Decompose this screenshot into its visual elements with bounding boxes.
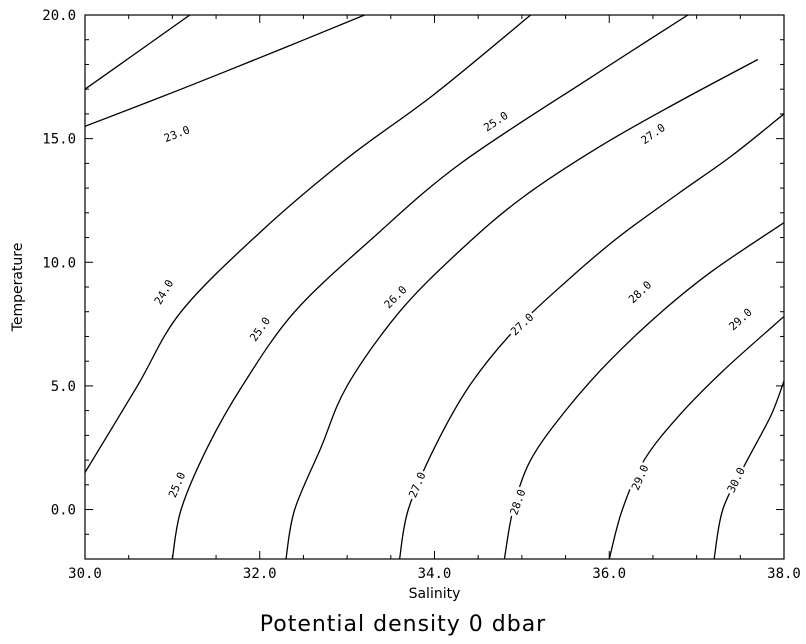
y-tick-label: 15.0: [42, 132, 76, 148]
contour-label-bg: [164, 468, 189, 501]
contour-label-group: 27.0: [404, 468, 429, 501]
contour-line-28.0: [503, 222, 784, 559]
contour-label-bg: [479, 107, 512, 135]
contour-label-bg: [723, 463, 748, 497]
contour-label-bg: [160, 121, 193, 145]
x-tick-label: 36.0: [592, 566, 626, 582]
y-tick-label: 10.0: [42, 255, 76, 271]
contour-line-24.0: [85, 15, 532, 473]
contour-label-bg: [245, 312, 274, 345]
contour-label-bg: [627, 460, 652, 494]
contour-label-bg: [724, 303, 756, 334]
contour-label-group: 29.0: [724, 303, 756, 334]
contour-line-30.0: [713, 380, 784, 559]
contour-label-bg: [506, 308, 537, 339]
contour-line-23.0: [85, 15, 365, 127]
x-tick-label: 38.0: [767, 566, 801, 582]
x-tick-label: 34.0: [418, 566, 452, 582]
contour-label-bg: [636, 119, 669, 148]
contour-label-group: 26.0: [379, 281, 411, 312]
contour-label: 27.0: [406, 470, 428, 499]
contour-line-29.0: [608, 316, 784, 559]
contour-label-group: 27.0: [506, 308, 537, 339]
contour-label-bg: [149, 275, 177, 308]
contour-label-bg: [404, 468, 429, 501]
contour-label-group: 28.0: [624, 276, 655, 307]
contour-label-group: 28.0: [505, 485, 529, 519]
contour-label-group: 29.0: [627, 460, 652, 494]
contour-label-group: 30.0: [723, 463, 748, 497]
contour-label: 23.0: [162, 123, 191, 145]
contour-line-22.0: [85, 15, 191, 90]
contour-label-group: 27.0: [636, 119, 669, 148]
contour-label: 28.0: [507, 488, 528, 517]
contour-label: 25.0: [166, 470, 188, 499]
y-axis-label: Temperature: [10, 243, 26, 333]
chart-caption: Potential density 0 dbar: [259, 612, 547, 637]
contour-label-group: 23.0: [160, 121, 193, 145]
contour-label: 30.0: [725, 465, 748, 495]
contour-group: 23.024.025.025.025.026.027.027.027.028.0…: [85, 15, 784, 559]
contour-label-bg: [624, 276, 655, 307]
y-tick-label: 0.0: [51, 503, 76, 519]
x-axis-label: Salinity: [409, 586, 461, 602]
plot-frame: [84, 14, 785, 560]
contour-label-group: 24.0: [149, 275, 177, 308]
contour-line-27.0: [398, 113, 784, 559]
contour-label-bg: [379, 281, 411, 312]
y-tick-label: 20.0: [42, 8, 76, 24]
contour-line-25.0: [171, 15, 689, 559]
x-tick-label: 32.0: [243, 566, 277, 582]
contour-label: 29.0: [629, 463, 652, 492]
contour-line-26.0: [285, 58, 759, 559]
y-tick-label: 5.0: [51, 379, 76, 395]
contour-label-group: 25.0: [245, 312, 274, 345]
contour-label-bg: [505, 485, 529, 519]
x-tick-label: 30.0: [68, 566, 102, 582]
